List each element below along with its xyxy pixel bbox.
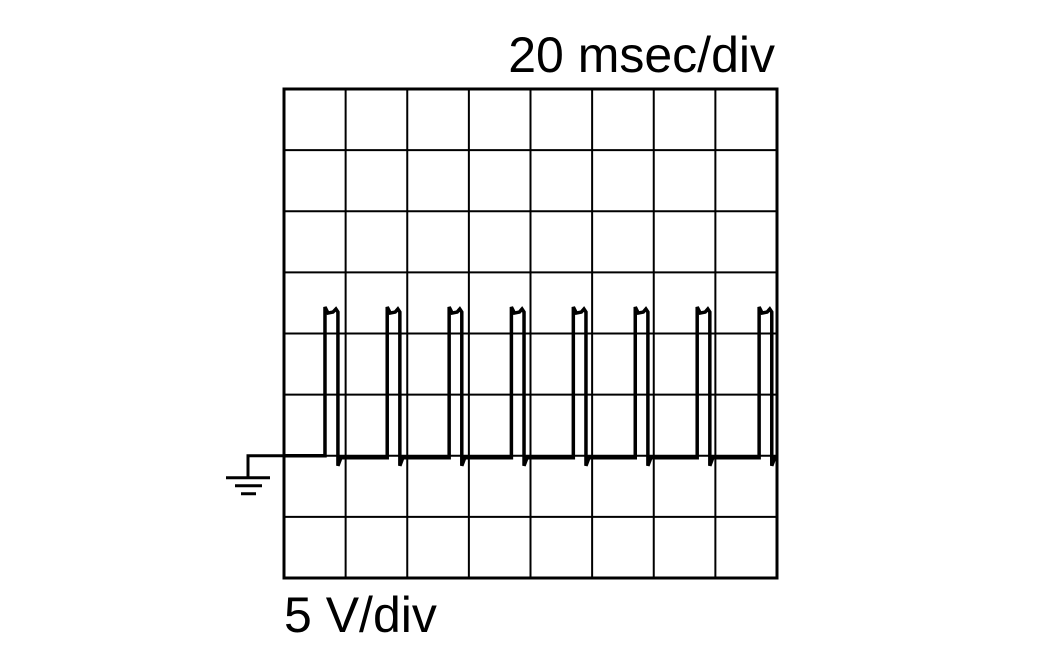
- waveform-trace: [284, 306, 777, 467]
- graticule-frame: [282, 87, 779, 580]
- time-per-division-label: 20 msec/div: [508, 27, 775, 83]
- volts-per-division-label: 5 V/div: [284, 587, 437, 643]
- graticule-grid: [284, 89, 777, 578]
- ground-symbol-icon: [226, 454, 284, 496]
